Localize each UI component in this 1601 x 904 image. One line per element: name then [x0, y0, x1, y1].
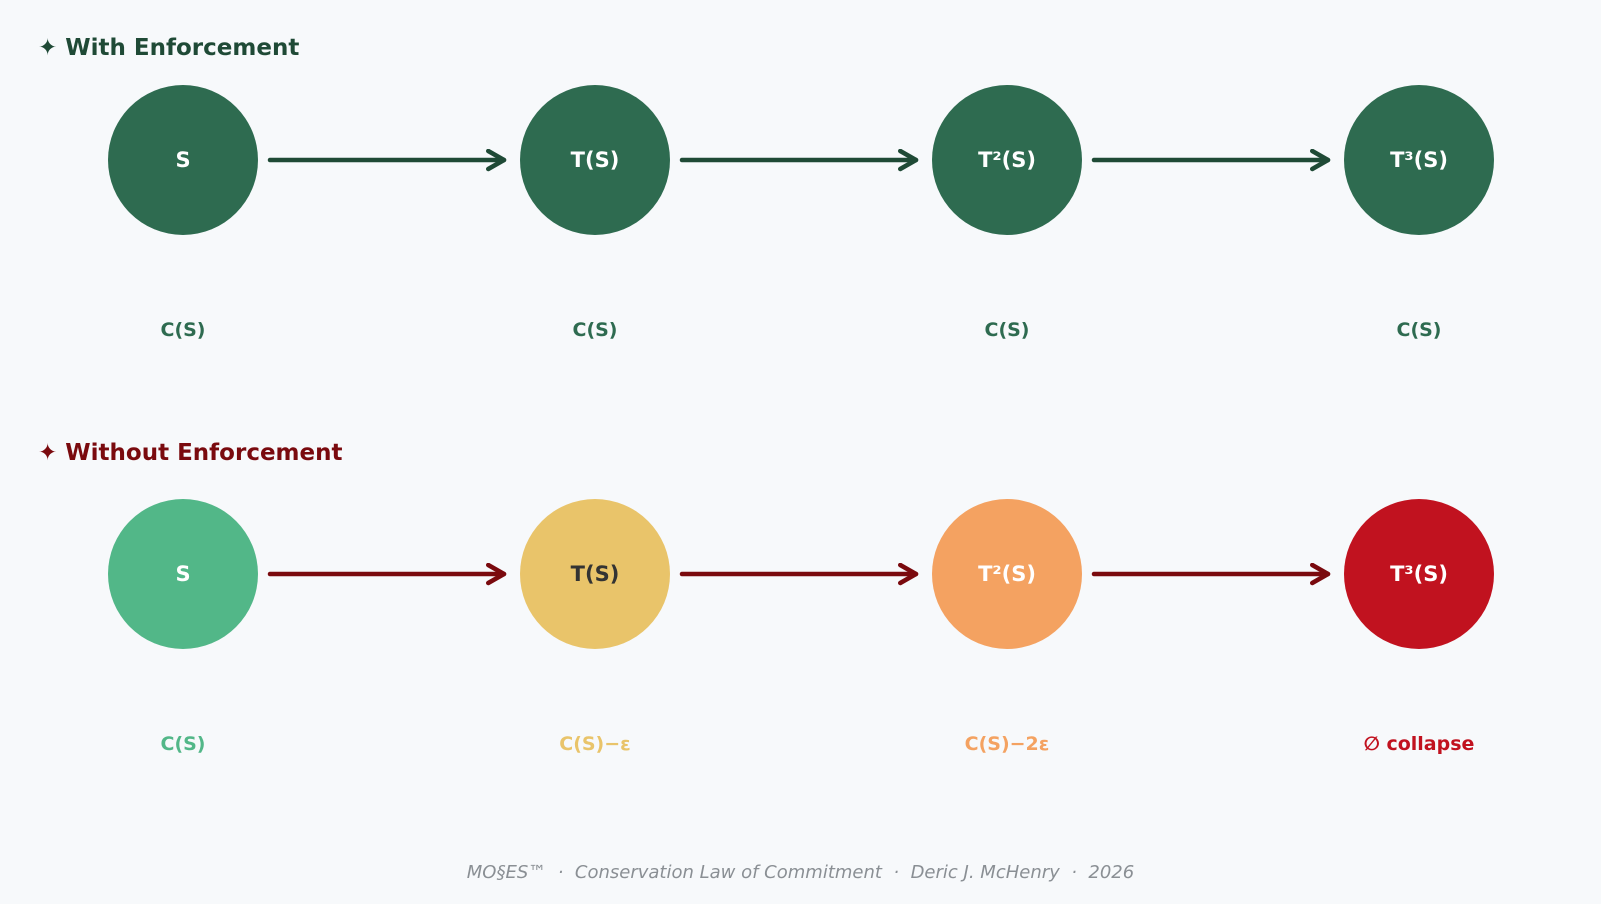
- node-circle: [932, 499, 1082, 649]
- commitment-label: C(S): [573, 319, 618, 341]
- commitment-label: C(S): [161, 733, 206, 755]
- node-circle: [108, 499, 258, 649]
- node-circle: [520, 499, 670, 649]
- node-circle: [932, 85, 1082, 235]
- node-label: S: [175, 148, 190, 172]
- state-node: T²(S): [932, 499, 1082, 649]
- row-title-text: Without Enforcement: [65, 440, 343, 466]
- node-label: T(S): [571, 148, 620, 172]
- state-node: T²(S): [932, 85, 1082, 235]
- commitment-label: C(S)−2ε: [965, 733, 1050, 755]
- commitment-label: ∅ collapse: [1364, 733, 1475, 755]
- state-node: T(S): [520, 499, 670, 649]
- state-node: T(S): [520, 85, 670, 235]
- node-label: T³(S): [1390, 562, 1448, 586]
- node-circle: [1344, 499, 1494, 649]
- node-label: T³(S): [1390, 148, 1448, 172]
- state-node: S: [108, 499, 258, 649]
- sparkle-icon: ✦: [38, 35, 58, 61]
- node-circle: [1344, 85, 1494, 235]
- node-circle: [520, 85, 670, 235]
- footer-credit: MO§ES™ · Conservation Law of Commitment …: [466, 862, 1135, 883]
- state-node: T³(S): [1344, 85, 1494, 235]
- state-node: T³(S): [1344, 499, 1494, 649]
- node-label: T²(S): [978, 562, 1036, 586]
- commitment-label: C(S): [161, 319, 206, 341]
- node-label: T(S): [571, 562, 620, 586]
- node-circle: [108, 85, 258, 235]
- commitment-label: C(S): [1397, 319, 1442, 341]
- commitment-label: C(S): [985, 319, 1030, 341]
- row-title-text: With Enforcement: [65, 35, 300, 61]
- node-label: T²(S): [978, 148, 1036, 172]
- sparkle-icon: ✦: [38, 440, 58, 466]
- state-node: S: [108, 85, 258, 235]
- row-title-without-enforcement: ✦ Without Enforcement: [38, 440, 342, 466]
- row-title-with-enforcement: ✦ With Enforcement: [38, 35, 299, 61]
- commitment-label: C(S)−ε: [559, 733, 631, 755]
- node-label: S: [175, 562, 190, 586]
